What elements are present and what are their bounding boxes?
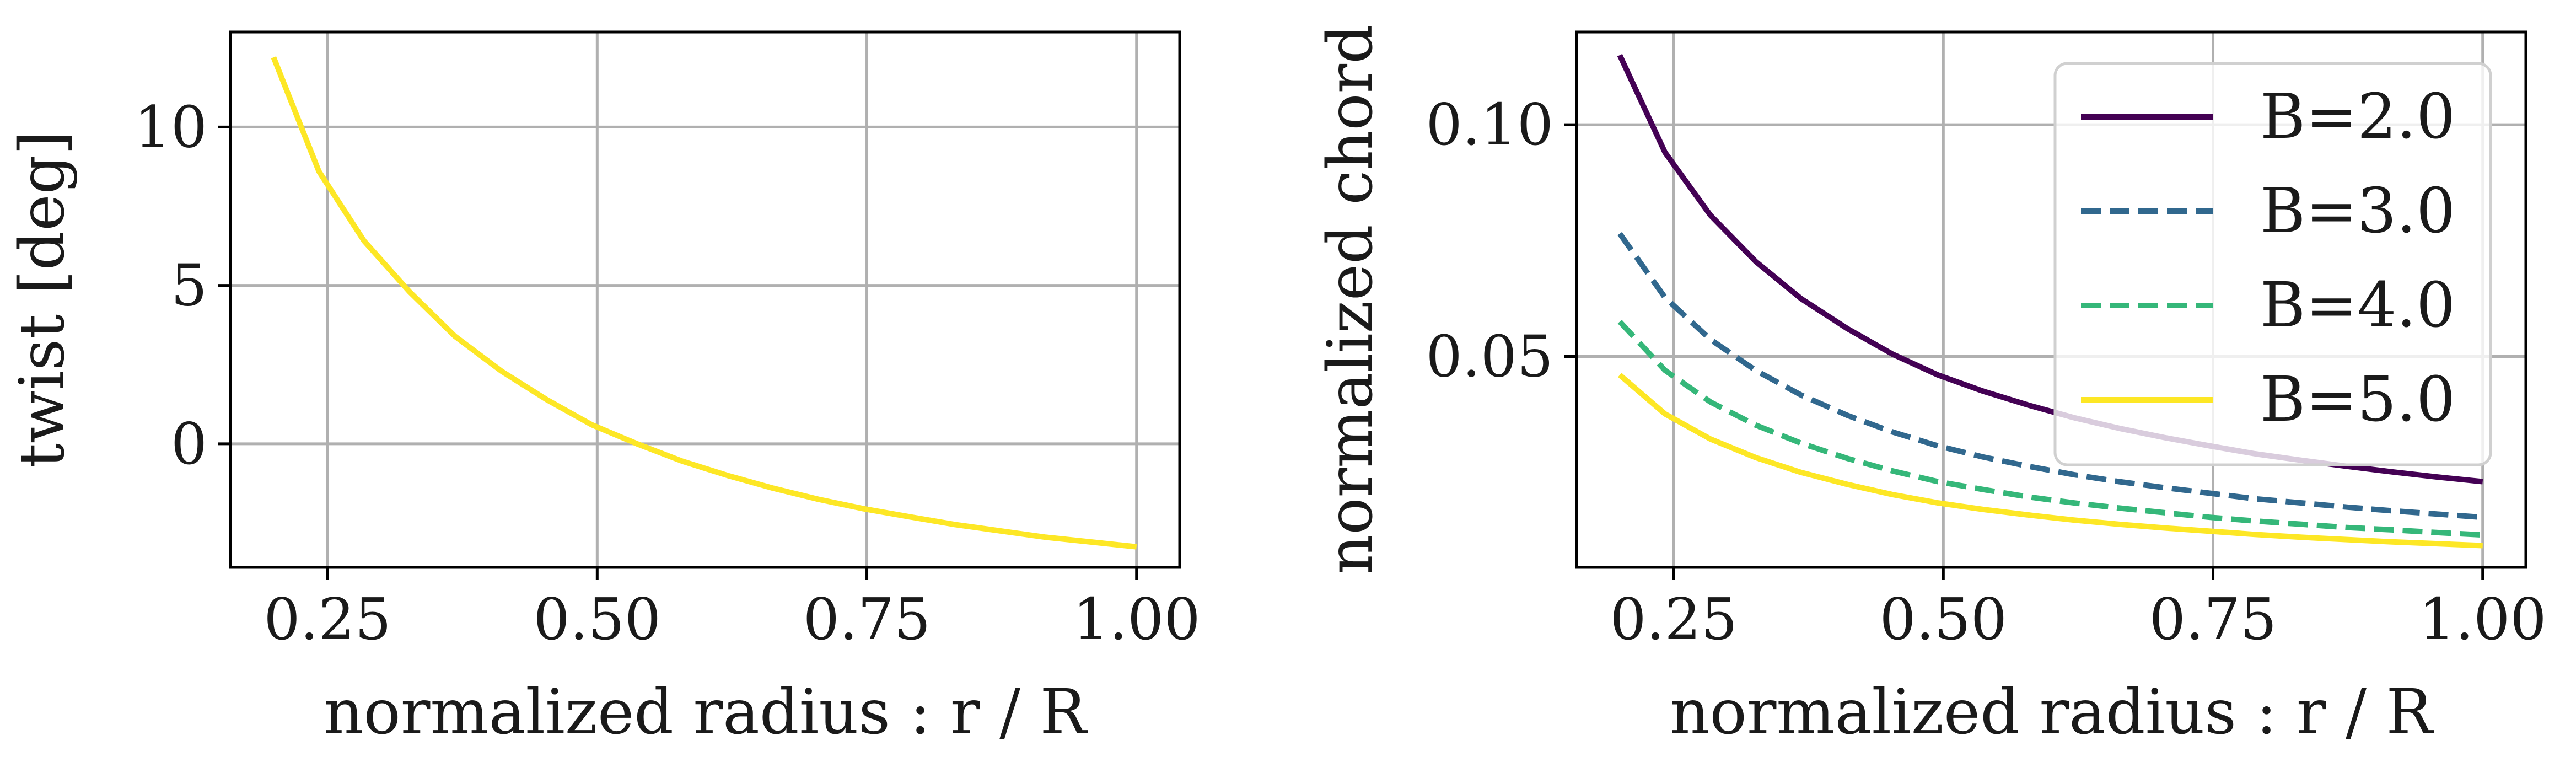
twist-chart-ylabel: twist [deg] [7,131,78,468]
y-tick-label: 5 [171,252,207,319]
x-tick-label: 0.25 [1610,586,1738,653]
twist-chart-frame [229,30,1181,569]
y-tick-label: 0 [171,410,207,477]
x-tick-label: 0.25 [263,586,391,653]
x-tick-label: 1.00 [2419,586,2547,653]
x-tick-label: 0.75 [2149,586,2277,653]
legend-label: B=3.0 [2260,175,2455,247]
series-line-2 [1617,319,2483,538]
twist-chart-grid [230,32,1180,567]
series-line-0 [271,56,1137,550]
x-tick-label: 0.50 [534,586,662,653]
twist-chart-xlabel: normalized radius : r / R [324,677,1088,748]
chord-chart-frame [1575,30,2527,569]
x-tick-label: 0.75 [803,586,931,653]
chord-chart: 0.25 0.50 0.75 1.00 0.05 0.10 normalized radi… [1315,24,2547,748]
y-tick-label: 0.05 [1426,323,1553,390]
twist-chart-series [271,56,1137,550]
x-tick-label: 0.50 [1880,586,2008,653]
chord-chart-ylabel: normalized chord [1315,24,1386,575]
legend-label: B=2.0 [2260,81,2455,153]
legend-label: B=5.0 [2260,364,2455,436]
series-line-1 [1617,232,2483,521]
series-line-3 [1618,373,2483,549]
legend-box [2053,62,2492,466]
chord-chart-legend: B=2.0 B=3.0 B=4.0 B=5.0 [2053,62,2492,466]
x-tick-label: 1.00 [1073,586,1201,653]
y-tick-label: 10 [135,93,207,160]
chord-chart-xlabel: normalized radius : r / R [1670,677,2434,748]
twist-chart-ticks: 0.25 0.50 0.75 1.00 0 5 10 [135,93,1201,653]
legend-label: B=4.0 [2260,270,2455,341]
y-tick-label: 0.10 [1426,91,1553,158]
twist-chart: 0.25 0.50 0.75 1.00 0 5 10 normalized radius :… [7,30,1201,748]
chord-chart-ticks: 0.25 0.50 0.75 1.00 0.05 0.10 [1426,91,2546,653]
